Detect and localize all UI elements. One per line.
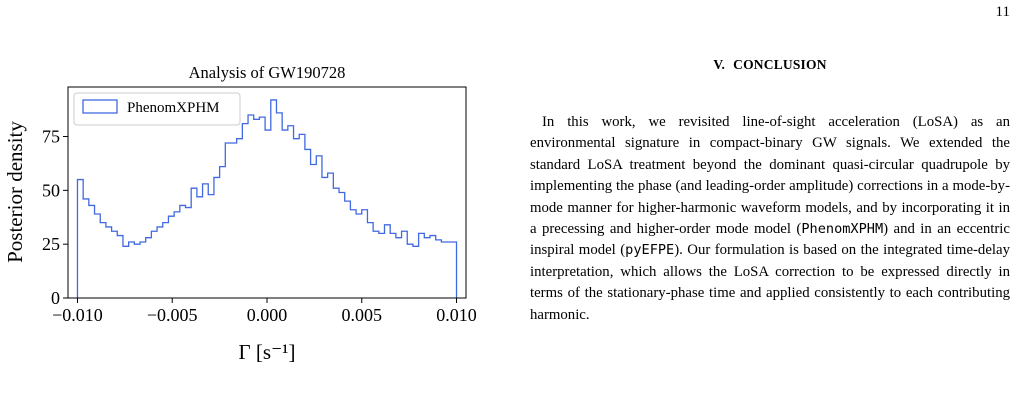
paragraph-part-2: ) and in an eccentric inspiral model (	[530, 221, 1010, 259]
section-number: V.	[713, 57, 726, 72]
x-axis-label: Γ [s⁻¹]	[239, 340, 296, 364]
x-tick-label: 0.010	[436, 305, 477, 325]
legend: PhenomXPHM	[73, 92, 241, 126]
section-heading: V. CONCLUSION	[530, 57, 1010, 73]
x-tick-label: 0.000	[247, 305, 288, 325]
y-axis-label: Posterior density	[3, 121, 27, 263]
histogram-figure: Analysis of GW190728 −0.010 −0.005 0.000 0.…	[0, 0, 500, 402]
chart-title: Analysis of GW190728	[189, 63, 346, 82]
paragraph-part-3: ). Our formulation is based on the integ…	[530, 242, 1010, 323]
legend-label: PhenomXPHM	[127, 100, 220, 116]
conclusion-paragraph: In this work, we revisited line-of-sight…	[530, 112, 1010, 326]
legend-box	[73, 92, 241, 126]
paragraph-part-1: In this work, we revisited line-of-sight…	[530, 114, 1010, 238]
histogram-outline	[76, 99, 458, 298]
histogram-series	[76, 99, 458, 298]
legend-swatch	[82, 99, 118, 114]
axis-ticks: −0.010 −0.005 0.000 0.005 0.010 0 25 50 75	[42, 127, 477, 325]
code-phenomxphm: PhenomXPHM	[801, 221, 884, 238]
y-tick-label: 50	[42, 180, 60, 200]
x-tick-label: −0.005	[147, 305, 198, 325]
x-tick-label: 0.005	[342, 305, 383, 325]
y-tick-label: 0	[51, 288, 60, 308]
page-number: 11	[995, 4, 1010, 20]
code-pyefpe: pyEFPE	[625, 242, 675, 259]
histogram-chart: Analysis of GW190728 −0.010 −0.005 0.000 0.…	[3, 63, 477, 364]
section-title: CONCLUSION	[733, 57, 827, 72]
y-tick-label: 75	[42, 127, 60, 147]
y-tick-label: 25	[42, 234, 60, 254]
x-tick-label: −0.010	[52, 305, 103, 325]
